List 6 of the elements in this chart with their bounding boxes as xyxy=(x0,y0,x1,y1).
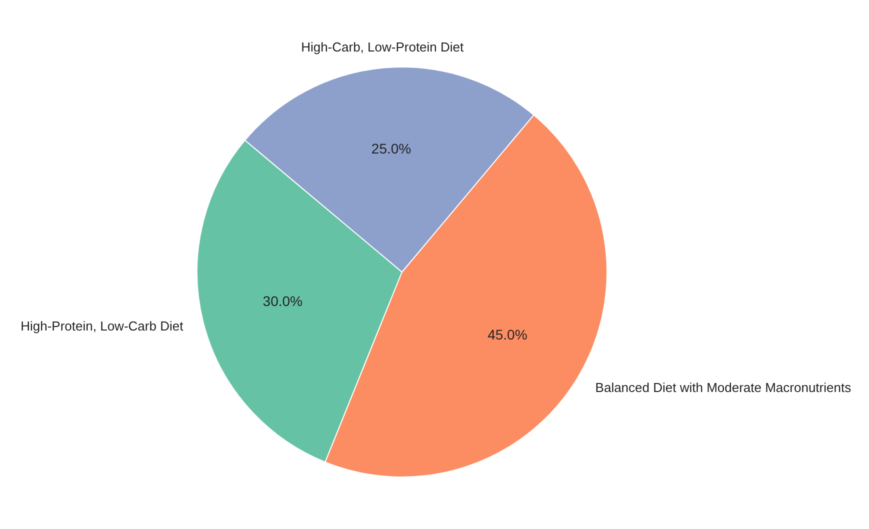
data-label: 45.0% xyxy=(488,326,528,342)
slice-label: Balanced Diet with Moderate Macronutrients xyxy=(595,380,852,396)
slice-label: High-Carb, Low-Protein Diet xyxy=(301,39,464,54)
data-label: 30.0% xyxy=(262,292,303,309)
data-label: 25.0% xyxy=(371,140,412,156)
slice-label: High-Protein, Low-Carb Diet xyxy=(20,318,184,334)
